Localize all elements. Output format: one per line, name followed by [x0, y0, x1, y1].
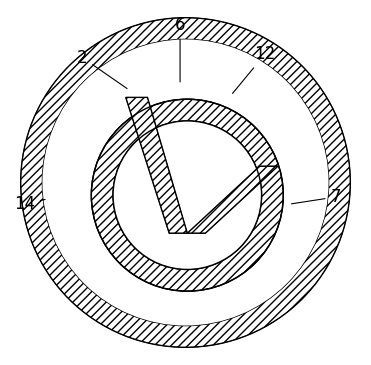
- Text: 7: 7: [292, 188, 341, 206]
- Text: 14: 14: [14, 195, 45, 213]
- Text: 2: 2: [77, 49, 127, 89]
- Circle shape: [91, 99, 283, 291]
- Polygon shape: [187, 166, 278, 233]
- Circle shape: [113, 121, 262, 269]
- Polygon shape: [126, 97, 187, 233]
- Circle shape: [42, 39, 329, 326]
- Circle shape: [21, 18, 350, 347]
- Polygon shape: [126, 97, 187, 233]
- Text: 6: 6: [175, 16, 186, 82]
- Polygon shape: [187, 166, 278, 233]
- Text: 12: 12: [233, 45, 276, 93]
